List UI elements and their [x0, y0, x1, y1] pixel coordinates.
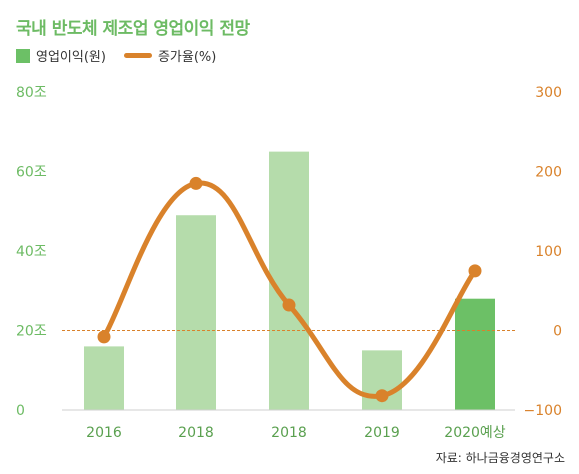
growth-rate-point-0	[97, 330, 111, 344]
left-axis-tick-4: 80조	[16, 85, 47, 101]
right-axis-tick-1: 0	[553, 324, 562, 340]
legend-line-label: 증가율(%)	[157, 50, 217, 65]
bar-4	[455, 298, 495, 410]
x-axis-tick-4: 2020예상	[444, 425, 506, 441]
source-note: 자료: 하나금융경영연구소	[435, 451, 565, 465]
left-axis-tick-3: 60조	[16, 165, 47, 181]
legend-bar-label: 영업이익(원)	[36, 50, 106, 65]
chart-title: 국내 반도체 제조업 영업이익 전망	[16, 19, 250, 39]
bar-1	[176, 215, 216, 410]
right-axis-tick-3: 200	[535, 165, 562, 181]
growth-rate-point-4	[468, 264, 482, 278]
x-axis-tick-2: 2018	[271, 425, 307, 441]
left-axis-tick-2: 40조	[16, 244, 47, 260]
left-axis-tick-1: 20조	[16, 324, 47, 340]
x-axis-tick-0: 2016	[86, 425, 122, 441]
right-axis-tick-4: 300	[535, 85, 562, 101]
growth-rate-point-1	[189, 176, 203, 190]
growth-rate-point-3	[375, 389, 389, 403]
growth-rate-point-2	[282, 298, 296, 312]
right-axis-tick-2: 100	[535, 244, 562, 260]
x-axis-tick-1: 2018	[178, 425, 214, 441]
right-axis-tick-0: −100	[524, 403, 562, 419]
bar-2	[269, 151, 309, 410]
legend-bar-swatch	[16, 48, 30, 63]
left-axis-tick-0: 0	[16, 403, 25, 419]
legend: 영업이익(원) 증가율(%)	[16, 46, 216, 65]
x-axis-tick-3: 2019	[364, 425, 400, 441]
legend-line-swatch	[123, 53, 152, 58]
bar-0	[84, 346, 124, 410]
